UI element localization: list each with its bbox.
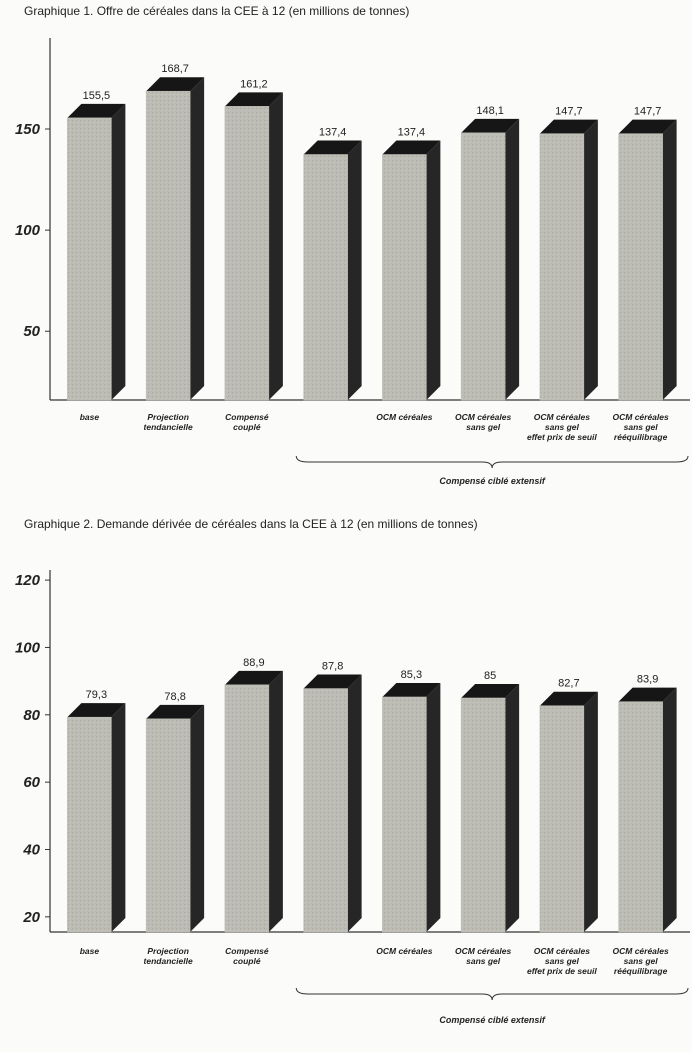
bar-side	[347, 674, 362, 932]
y-tick-label: 100	[15, 222, 41, 239]
bar	[382, 154, 427, 401]
x-tick-label: Projection tendancielle	[143, 412, 193, 432]
y-tick-label: 60	[23, 774, 40, 791]
bar-top	[382, 140, 441, 155]
x-tick-label: OCM céréales	[376, 946, 433, 956]
x-tick-label: OCM céréales sans gel	[455, 412, 512, 432]
x-tick-label: base	[79, 412, 100, 422]
bar	[618, 701, 663, 933]
bar	[539, 705, 585, 933]
bar	[382, 696, 427, 933]
bar-side	[111, 703, 126, 932]
bar-top	[67, 103, 126, 118]
bar-top	[618, 687, 677, 702]
value-label: 87,8	[322, 661, 343, 673]
bar-side	[268, 92, 283, 400]
y-tick-label: 150	[15, 121, 41, 138]
x-tick-label: Projection tendancielle	[143, 946, 193, 966]
chart-title: Graphique 2. Demande dérivée de céréales…	[24, 517, 478, 531]
bar-side	[426, 140, 441, 400]
chart-title: Graphique 1. Offre de céréales dans la C…	[24, 4, 410, 18]
x-tick-label: OCM céréales sans gel rééquilibrage	[612, 946, 669, 976]
x-tick-label: OCM céréales sans gel effet prix de seui…	[526, 946, 597, 976]
bar	[224, 684, 270, 933]
x-tick-label: OCM céréales sans gel rééquilibrage	[612, 412, 669, 442]
value-label: 155,5	[83, 90, 111, 102]
bar	[303, 154, 348, 401]
value-label: 78,8	[164, 691, 185, 703]
annotation: Compensé ciblé extensif	[439, 476, 545, 486]
bar-side	[426, 682, 441, 932]
bar-top	[539, 691, 598, 706]
bar	[67, 117, 112, 401]
bar-top	[461, 683, 520, 698]
bar-side	[583, 691, 598, 932]
y-tick-label: 120	[15, 572, 41, 589]
value-label: 79,3	[86, 689, 107, 701]
value-label: 148,1	[476, 105, 504, 117]
brace	[295, 455, 689, 469]
bar-top	[67, 703, 126, 718]
y-tick-label: 100	[15, 639, 41, 656]
value-label: 137,4	[398, 126, 426, 138]
bar-top	[539, 119, 598, 134]
bar	[460, 697, 506, 933]
bar-side	[190, 704, 205, 932]
bar	[67, 716, 112, 933]
bar-side	[268, 670, 283, 932]
y-tick-label: 50	[23, 323, 40, 340]
bar-side	[190, 77, 205, 400]
bar-top	[303, 140, 362, 155]
bar-side	[662, 687, 677, 932]
value-label: 88,9	[243, 657, 264, 669]
bar	[224, 106, 270, 401]
x-tick-label: Compensé couplé	[225, 412, 269, 432]
value-label: 168,7	[161, 63, 189, 75]
value-label: 82,7	[558, 678, 579, 690]
value-label: 161,2	[240, 78, 268, 90]
x-tick-label: Compensé couplé	[225, 946, 269, 966]
bar-side	[583, 119, 598, 400]
annotation: Compensé ciblé extensif	[439, 1015, 545, 1025]
bar-top	[224, 670, 283, 685]
bar	[460, 132, 506, 401]
y-tick-label: 40	[22, 841, 40, 858]
x-tick-label: OCM céréales	[376, 412, 433, 422]
value-label: 85	[484, 670, 496, 682]
brace	[295, 987, 689, 1001]
bar-top	[461, 118, 520, 133]
bar-top	[618, 119, 677, 134]
bar-top	[146, 77, 205, 92]
bar-side	[505, 118, 520, 400]
bar-top	[224, 92, 283, 107]
x-tick-label: OCM céréales sans gel	[455, 946, 512, 966]
bar-side	[662, 119, 677, 400]
value-label: 137,4	[319, 126, 347, 138]
bar	[145, 90, 191, 401]
bar-side	[347, 140, 362, 400]
bar-top	[146, 704, 205, 719]
bar-top	[303, 674, 362, 689]
bar	[303, 688, 348, 933]
x-tick-label: OCM céréales sans gel effet prix de seui…	[526, 412, 597, 442]
y-tick-label: 20	[22, 909, 40, 926]
bar-side	[505, 683, 520, 932]
bar	[618, 133, 663, 401]
y-tick-label: 80	[23, 707, 40, 724]
value-label: 83,9	[637, 674, 658, 686]
bar	[145, 718, 191, 933]
bar-top	[382, 682, 441, 697]
value-label: 85,3	[401, 669, 422, 681]
bar-side	[111, 103, 126, 400]
value-label: 147,7	[634, 106, 662, 118]
bar	[539, 133, 585, 401]
x-tick-label: base	[79, 946, 100, 956]
value-label: 147,7	[555, 106, 583, 118]
